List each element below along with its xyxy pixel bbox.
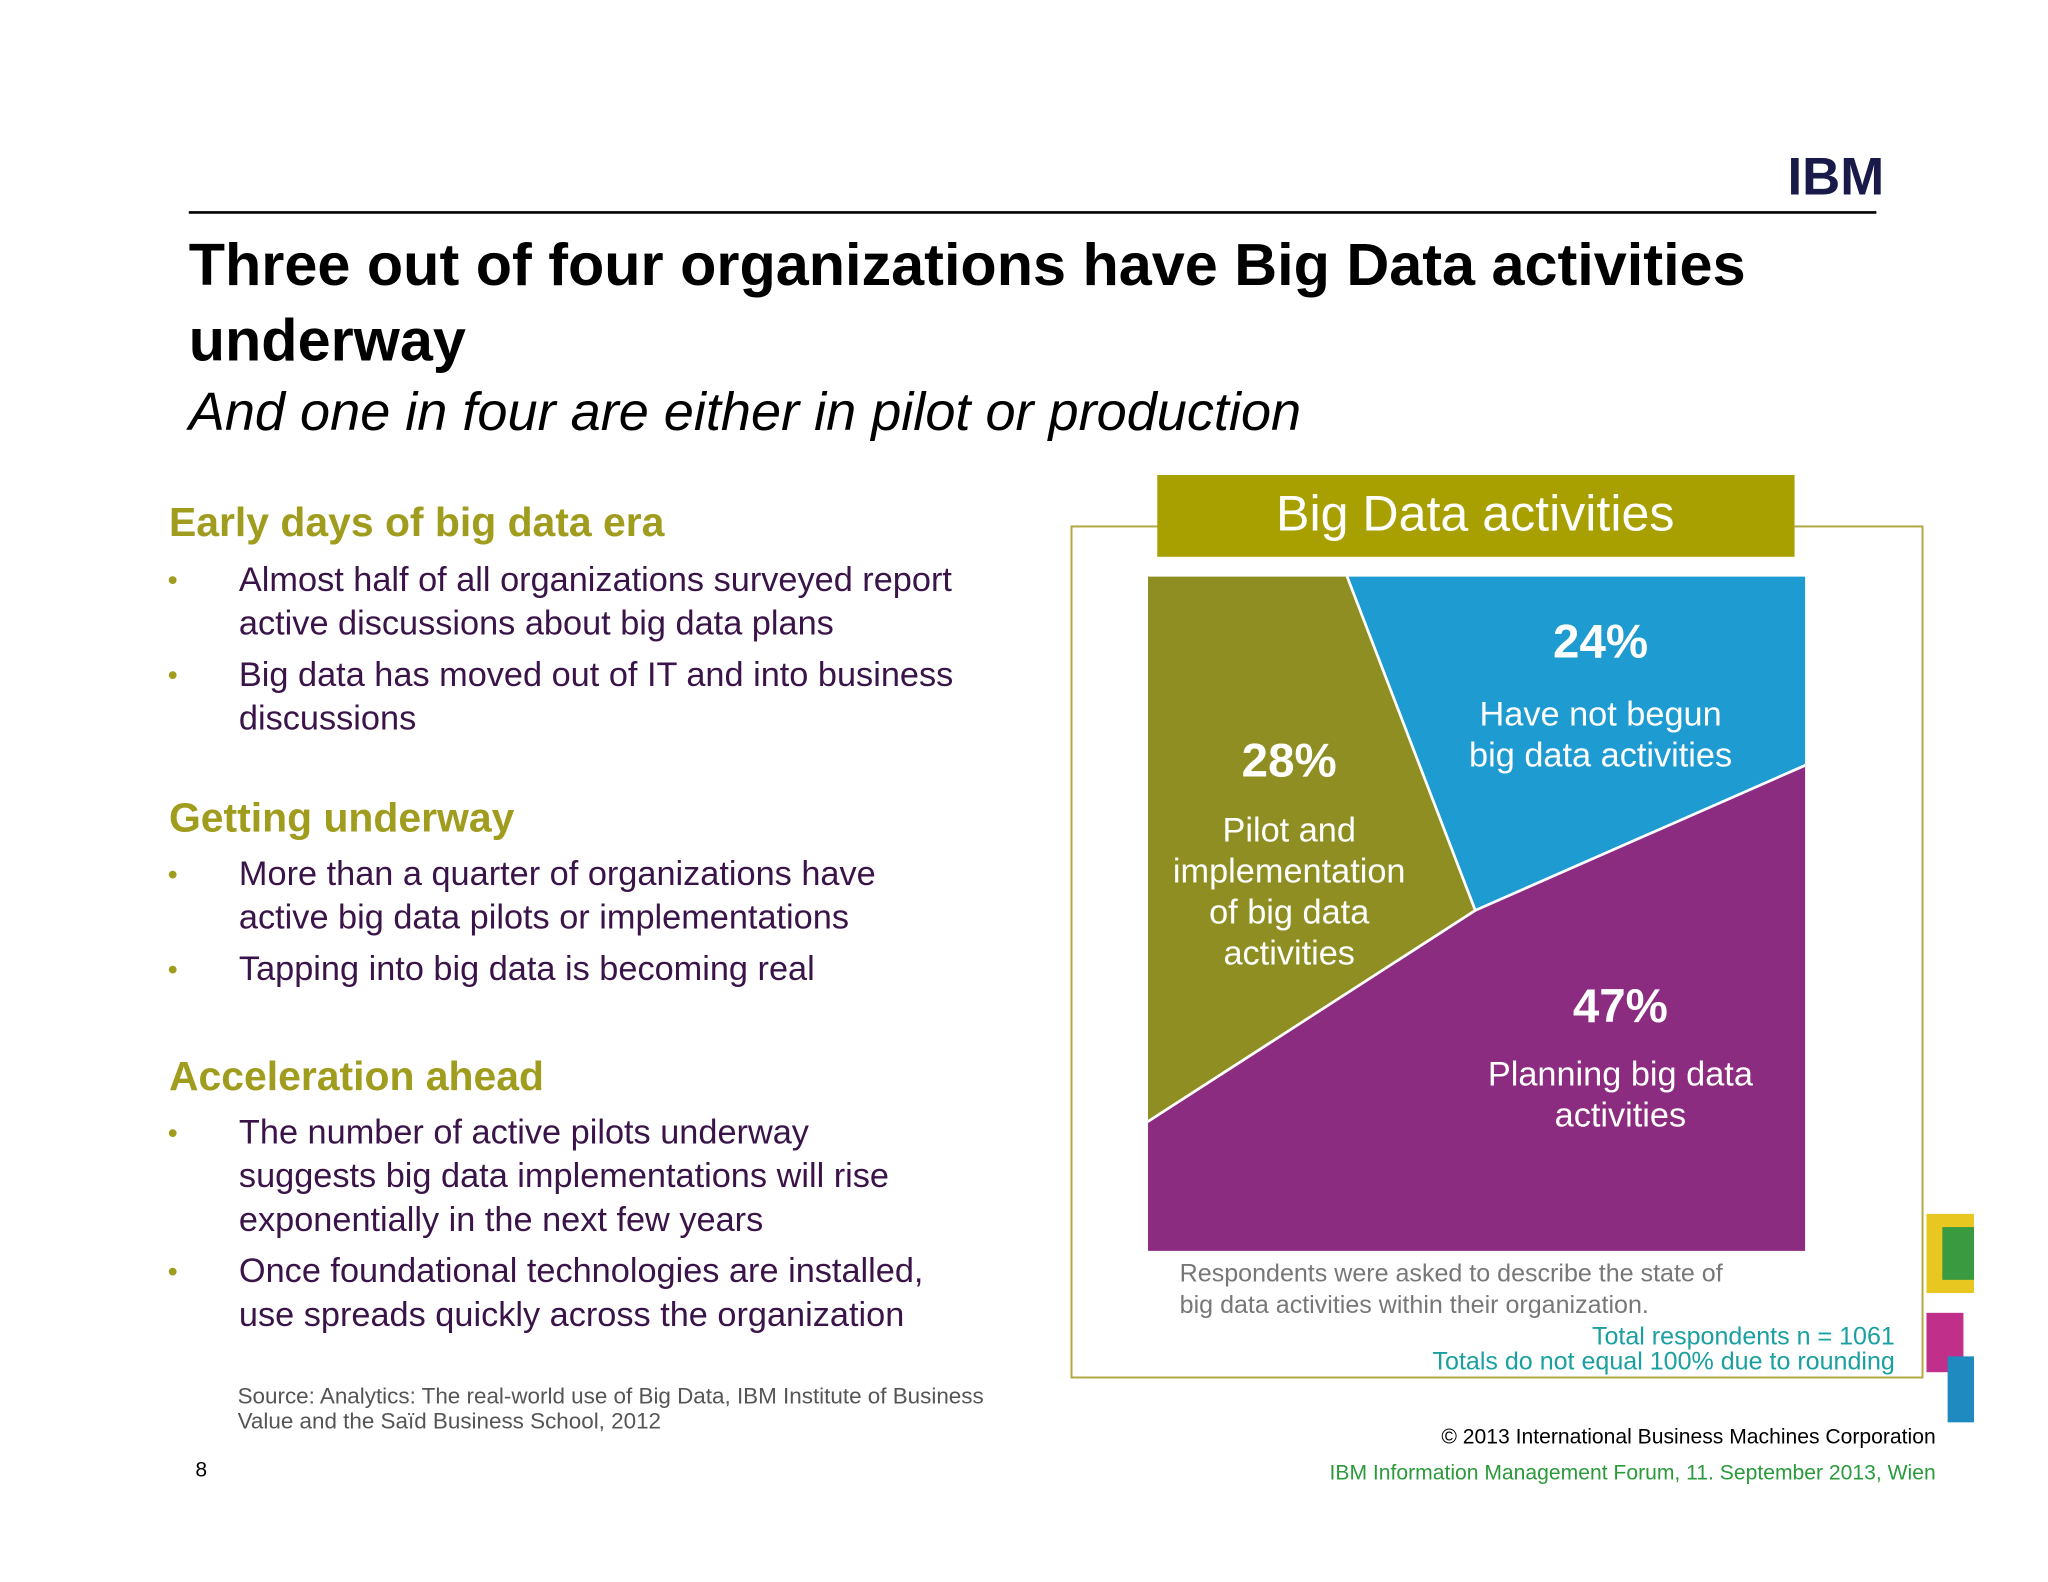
logo: IBM [1788, 148, 1885, 207]
bullet: Big data has moved out of IT and into bu… [239, 656, 953, 738]
slice-label: Have not begun big data activities [1469, 696, 1732, 775]
bullet: Tapping into big data is becoming real [239, 950, 815, 988]
bullet-dot: • [168, 954, 178, 986]
source: Source: Analytics: The real-world use of… [238, 1383, 984, 1433]
rounding-note: Totals do not equal 100% due to rounding [1432, 1348, 1894, 1376]
section-heading: Getting underway [169, 794, 515, 840]
respondents: Total respondents n = 1061 [1592, 1323, 1895, 1351]
slice-label: Planning big data activities [1488, 1056, 1754, 1135]
slice-label: Pilot and implementation of big data activi… [1173, 812, 1406, 973]
bullet: More than a quarter of organizations hav… [239, 855, 876, 937]
bullet: Once foundational technologies are insta… [239, 1252, 924, 1334]
bullet: The number of active pilots underway sugg… [239, 1114, 889, 1239]
section-heading: Early days of big data era [169, 499, 665, 545]
bullet: Almost half of all organizations surveye… [239, 561, 952, 643]
subtitle: And one in four are either in pilot or p… [186, 382, 1301, 442]
chart-header [1157, 474, 1795, 557]
title: Three out of four organizations have Big… [189, 231, 1746, 373]
pie-slice [1148, 576, 1477, 1124]
note: Respondents were asked to describe the s… [1180, 1259, 1723, 1319]
section-heading: Acceleration ahead [169, 1053, 544, 1099]
decor [1926, 1213, 1974, 1423]
bullet-dot: • [168, 1117, 178, 1149]
page-number: 8 [195, 1459, 207, 1482]
pie-slice [1148, 763, 1806, 1251]
value-label: 28% [1242, 734, 1337, 787]
value-label: 24% [1553, 616, 1648, 669]
bullet-dot: • [168, 859, 178, 891]
copyright: © 2013 International Business Machines C… [1441, 1426, 1935, 1449]
pie [1148, 576, 1806, 1251]
bullet-dot: • [168, 660, 178, 692]
chart-title: Big Data activities [1276, 485, 1674, 541]
bullet-dot: • [168, 1256, 178, 1288]
event: IBM Information Management Forum, 11. Se… [1330, 1461, 1936, 1484]
pie-slice [1345, 576, 1806, 913]
value-label: 47% [1573, 980, 1668, 1033]
bullet-dot: • [168, 565, 178, 597]
